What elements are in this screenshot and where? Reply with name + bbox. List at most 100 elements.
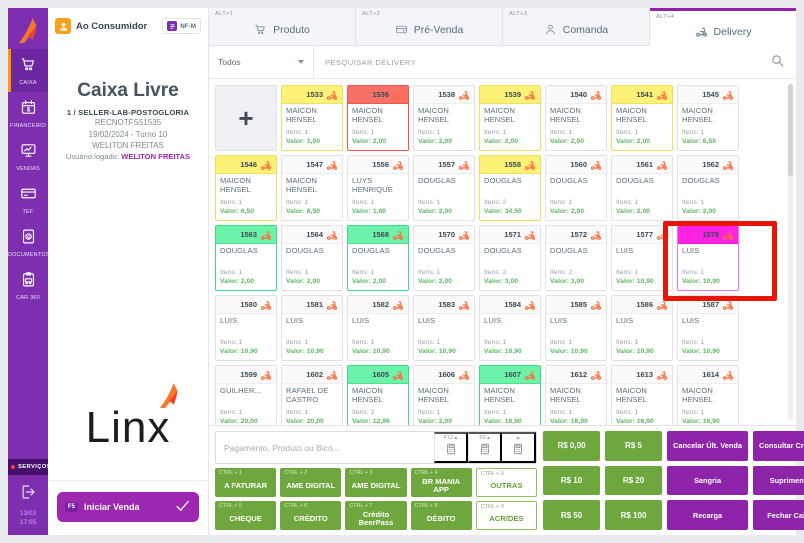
payment-button-credito-beerpass[interactable]: CTRL + 7 Crédito BeerPass bbox=[345, 501, 407, 530]
button-label: AME DIGITAL bbox=[351, 480, 401, 490]
payment-button-br-mania-app[interactable]: CTRL + 4 BR MANIA APP bbox=[410, 468, 472, 497]
tab-produto[interactable]: ALT+1 Produto bbox=[209, 8, 356, 46]
f9-calculator-button[interactable]: F9 ▴ bbox=[468, 432, 502, 463]
payment-button-cheque[interactable]: CTRL + 5 CHEQUE bbox=[215, 501, 277, 530]
delivery-card-1571[interactable]: 1571 DOUGLAS Itens: 2 Valor: 3,00 bbox=[479, 225, 541, 291]
tab-pre-venda[interactable]: ALT+2 Pré-Venda bbox=[356, 8, 503, 46]
payment-button-ame-digital[interactable]: CTRL + 3 AME DIGITAL bbox=[345, 468, 407, 497]
search-button[interactable] bbox=[758, 46, 796, 78]
delivery-card-1580[interactable]: 1580 LUIS Itens: 1 Valor: 10,90 bbox=[215, 295, 277, 361]
delivery-card-1562[interactable]: 1562 DOUGLAS Itens: 1 Valor: 2,00 bbox=[677, 155, 739, 221]
sidebar-item-caixa[interactable]: CAIXA bbox=[8, 49, 48, 92]
cash-button-r-100[interactable]: R$ 100 bbox=[605, 500, 662, 530]
delivery-card-1572[interactable]: 1572 DOUGLAS Itens: 2 Valor: 3,00 bbox=[545, 225, 607, 291]
scooter-icon bbox=[590, 299, 602, 311]
start-sale-button[interactable]: F5 Iniciar Venda bbox=[57, 492, 199, 522]
delivery-card-1614[interactable]: 1614 MAICON HENSEL Itens: 1 Valor: 16,90 bbox=[677, 365, 739, 425]
delivery-card-1585[interactable]: 1585 LUIS Itens: 1 Valor: 10,90 bbox=[545, 295, 607, 361]
cash-button-r-5[interactable]: R$ 5 bbox=[605, 431, 662, 461]
delivery-card-1539[interactable]: 1539 MAICON HENSEL Itens: 1 Valor: 2,00 bbox=[479, 85, 541, 151]
action-button-recarga[interactable]: Recarga bbox=[667, 500, 749, 530]
action-button-suprimento[interactable]: Suprimento bbox=[753, 465, 804, 496]
sidebar-item-tef[interactable]: TEF bbox=[8, 178, 48, 221]
delivery-card-1582[interactable]: 1582 LUIS Itens: 1 Valor: 10,90 bbox=[347, 295, 409, 361]
keypad-button[interactable]: ▴ bbox=[502, 432, 536, 463]
grid-scrollbar[interactable] bbox=[788, 84, 793, 420]
logout-button[interactable] bbox=[8, 475, 48, 510]
delivery-card-1578[interactable]: 1578 LUIS Itens: 1 Valor: 10,90 bbox=[677, 225, 739, 291]
sidebar-item-documentos[interactable]: $ DOCUMENTOS bbox=[8, 221, 49, 264]
customer-name: LUIS bbox=[616, 246, 634, 255]
delivery-card-1545[interactable]: 1545 MAICON HENSEL Itens: 1 Valor: 6,50 bbox=[677, 85, 739, 151]
delivery-card-1584[interactable]: 1584 LUIS Itens: 1 Valor: 10,90 bbox=[479, 295, 541, 361]
cash-button-r-0-00[interactable]: R$ 0,00 bbox=[543, 431, 600, 461]
delivery-card-1538[interactable]: 1538 MAICON HENSEL Itens: 1 Valor: 2,00 bbox=[413, 85, 475, 151]
tab-comanda[interactable]: ALT+3 Comanda bbox=[503, 8, 650, 46]
sidebar-item-financeiro[interactable]: $ FINANCEIRO bbox=[8, 92, 48, 135]
delivery-card-1602[interactable]: 1602 RAFAEL DE CASTRO Itens: 1 Valor: 20,00 bbox=[281, 365, 343, 425]
cash-actions: R$ 0,00 R$ 5 Cancelar Últ. Venda Consultar … bbox=[543, 431, 804, 530]
payment-button-acr-des[interactable]: CTRL + 0 ACR/DES bbox=[475, 501, 537, 530]
sidebar-item-car-360[interactable]: CAR 360 bbox=[8, 264, 48, 307]
payment-button-outras[interactable]: CTRL + 9 OUTRAS bbox=[475, 468, 537, 497]
tab-delivery[interactable]: ALT+4 Delivery bbox=[650, 8, 796, 46]
payment-button-debito[interactable]: CTRL + 8 DÉBITO bbox=[410, 501, 472, 530]
delivery-card-1570[interactable]: 1570 DOUGLAS Itens: 1 Valor: 2,00 bbox=[413, 225, 475, 291]
order-number: 1533 bbox=[306, 90, 323, 99]
delivery-card-1558[interactable]: 1558 DOUGLAS Itens: 2 Valor: 34,50 bbox=[479, 155, 541, 221]
delivery-card-1587[interactable]: 1587 LUIS Itens: 1 Valor: 10,90 bbox=[677, 295, 739, 361]
action-button-cancelar-ult-venda[interactable]: Cancelar Últ. Venda bbox=[667, 431, 749, 461]
search-input[interactable] bbox=[314, 57, 758, 67]
delivery-card-1606[interactable]: 1606 MAICON HENSEL Itens: 1 Valor: 2,00 bbox=[413, 365, 475, 425]
delivery-card-1547[interactable]: 1547 MAICON HENSEL Itens: 1 Valor: 6,50 bbox=[281, 155, 343, 221]
delivery-card-1561[interactable]: 1561 DOUGLAS Itens: 1 Valor: 2,00 bbox=[611, 155, 673, 221]
order-value: Valor: 2,00 bbox=[418, 278, 453, 286]
delivery-card-1577[interactable]: 1577 LUIS Itens: 1 Valor: 10,90 bbox=[611, 225, 673, 291]
delivery-card-1613[interactable]: 1613 MAICON HENSEL Itens: 1 Valor: 16,90 bbox=[611, 365, 673, 425]
payment-button-credito[interactable]: CTRL + 6 CRÉDITO bbox=[280, 501, 342, 530]
delivery-card-1560[interactable]: 1560 DOUGLAS Itens: 1 Valor: 2,00 bbox=[545, 155, 607, 221]
cash-button-r-20[interactable]: R$ 20 bbox=[605, 465, 662, 496]
cash-button-r-50[interactable]: R$ 50 bbox=[543, 500, 600, 530]
delivery-card-1599[interactable]: 1599 GUILHER... Itens: 1 Valor: 20,00 bbox=[215, 365, 277, 425]
action-button-fechar-caixa[interactable]: Fechar Caixa bbox=[753, 500, 804, 530]
sidebar-item-vendas[interactable]: VENDAS bbox=[8, 135, 48, 178]
order-value: Valor: 16,90 bbox=[550, 418, 588, 425]
delivery-card-1540[interactable]: 1540 MAICON HENSEL Itens: 1 Valor: 2,00 bbox=[545, 85, 607, 151]
filter-dropdown[interactable]: Todos bbox=[209, 46, 314, 78]
delivery-card-1541[interactable]: 1541 MAICON HENSEL Itens: 1 Valor: 2,00 bbox=[611, 85, 673, 151]
delivery-card-1612[interactable]: 1612 MAICON HENSEL Itens: 1 Valor: 16,90 bbox=[545, 365, 607, 425]
delivery-card-1607[interactable]: 1607 MAICON HENSEL Itens: 1 Valor: 16,90 bbox=[479, 365, 541, 425]
nf-m-badge[interactable]: NF-M bbox=[162, 18, 201, 34]
delivery-card-1557[interactable]: 1557 DOUGLAS Itens: 1 Valor: 2,00 bbox=[413, 155, 475, 221]
f12-calculator-button[interactable]: F12 ▴ bbox=[434, 432, 468, 463]
order-value: Valor: 10,90 bbox=[682, 278, 720, 286]
cash-button-r-10[interactable]: R$ 10 bbox=[543, 465, 600, 496]
logged-user-line: Usuário logado: WELITON FREITAS bbox=[65, 151, 191, 161]
delivery-card-1556[interactable]: 1556 LUYS HENRIQUE Itens: 1 Valor: 1,00 bbox=[347, 155, 409, 221]
sidebar-item-servicos[interactable]: SERVIÇOS bbox=[8, 459, 51, 476]
delivery-card-1568[interactable]: 1568 DOUGLAS Itens: 1 Valor: 2,00 bbox=[347, 225, 409, 291]
order-value: Valor: 16,90 bbox=[484, 418, 522, 425]
scooter-icon bbox=[590, 229, 602, 241]
delivery-card-1581[interactable]: 1581 LUIS Itens: 1 Valor: 10,90 bbox=[281, 295, 343, 361]
order-number: 1586 bbox=[636, 300, 653, 309]
delivery-card-1605[interactable]: 1605 MAICON HENSEL Itens: 2 Valor: 12,96 bbox=[347, 365, 409, 425]
delivery-card-1563[interactable]: 1563 DOUGLAS Itens: 1 Valor: 2,00 bbox=[215, 225, 277, 291]
exit-icon bbox=[19, 483, 37, 506]
action-button-sangria[interactable]: Sangria bbox=[667, 465, 749, 496]
action-button-consultar-credito[interactable]: Consultar Crédito bbox=[753, 431, 804, 461]
new-delivery-card[interactable]: + bbox=[215, 85, 277, 151]
payment-button-ame-digital[interactable]: CTRL + 2 AME DIGITAL bbox=[280, 468, 342, 497]
order-value: Valor: 10,90 bbox=[286, 348, 324, 356]
delivery-card-1564[interactable]: 1564 DOUGLAS Itens: 1 Valor: 2,00 bbox=[281, 225, 343, 291]
delivery-card-1546[interactable]: 1546 MAICON HENSEL Itens: 1 Valor: 6,50 bbox=[215, 155, 277, 221]
delivery-card-1583[interactable]: 1583 LUIS Itens: 1 Valor: 10,90 bbox=[413, 295, 475, 361]
order-number: 1585 bbox=[570, 300, 587, 309]
delivery-card-1533[interactable]: 1533 MAICON HENSEL Itens: 1 Valor: 1,00 bbox=[281, 85, 343, 151]
payment-button-a-faturar[interactable]: CTRL + 1 A FATURAR bbox=[215, 468, 277, 497]
delivery-card-1536[interactable]: 1536 MAICON HENSEL Itens: 1 Valor: 2,00 bbox=[347, 85, 409, 151]
payment-input[interactable] bbox=[216, 432, 434, 463]
delivery-card-1586[interactable]: 1586 LUIS Itens: 1 Valor: 10,90 bbox=[611, 295, 673, 361]
customer-name: MAICON HENSEL bbox=[616, 106, 647, 124]
